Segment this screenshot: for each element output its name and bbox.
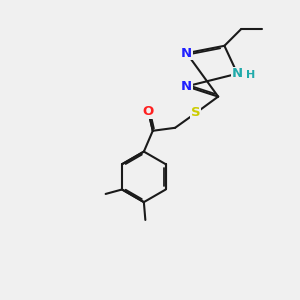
Text: S: S — [191, 106, 201, 119]
Text: O: O — [143, 105, 154, 118]
Text: N: N — [232, 67, 243, 80]
Text: N: N — [181, 47, 192, 60]
Text: H: H — [246, 70, 255, 80]
Text: N: N — [181, 80, 192, 93]
